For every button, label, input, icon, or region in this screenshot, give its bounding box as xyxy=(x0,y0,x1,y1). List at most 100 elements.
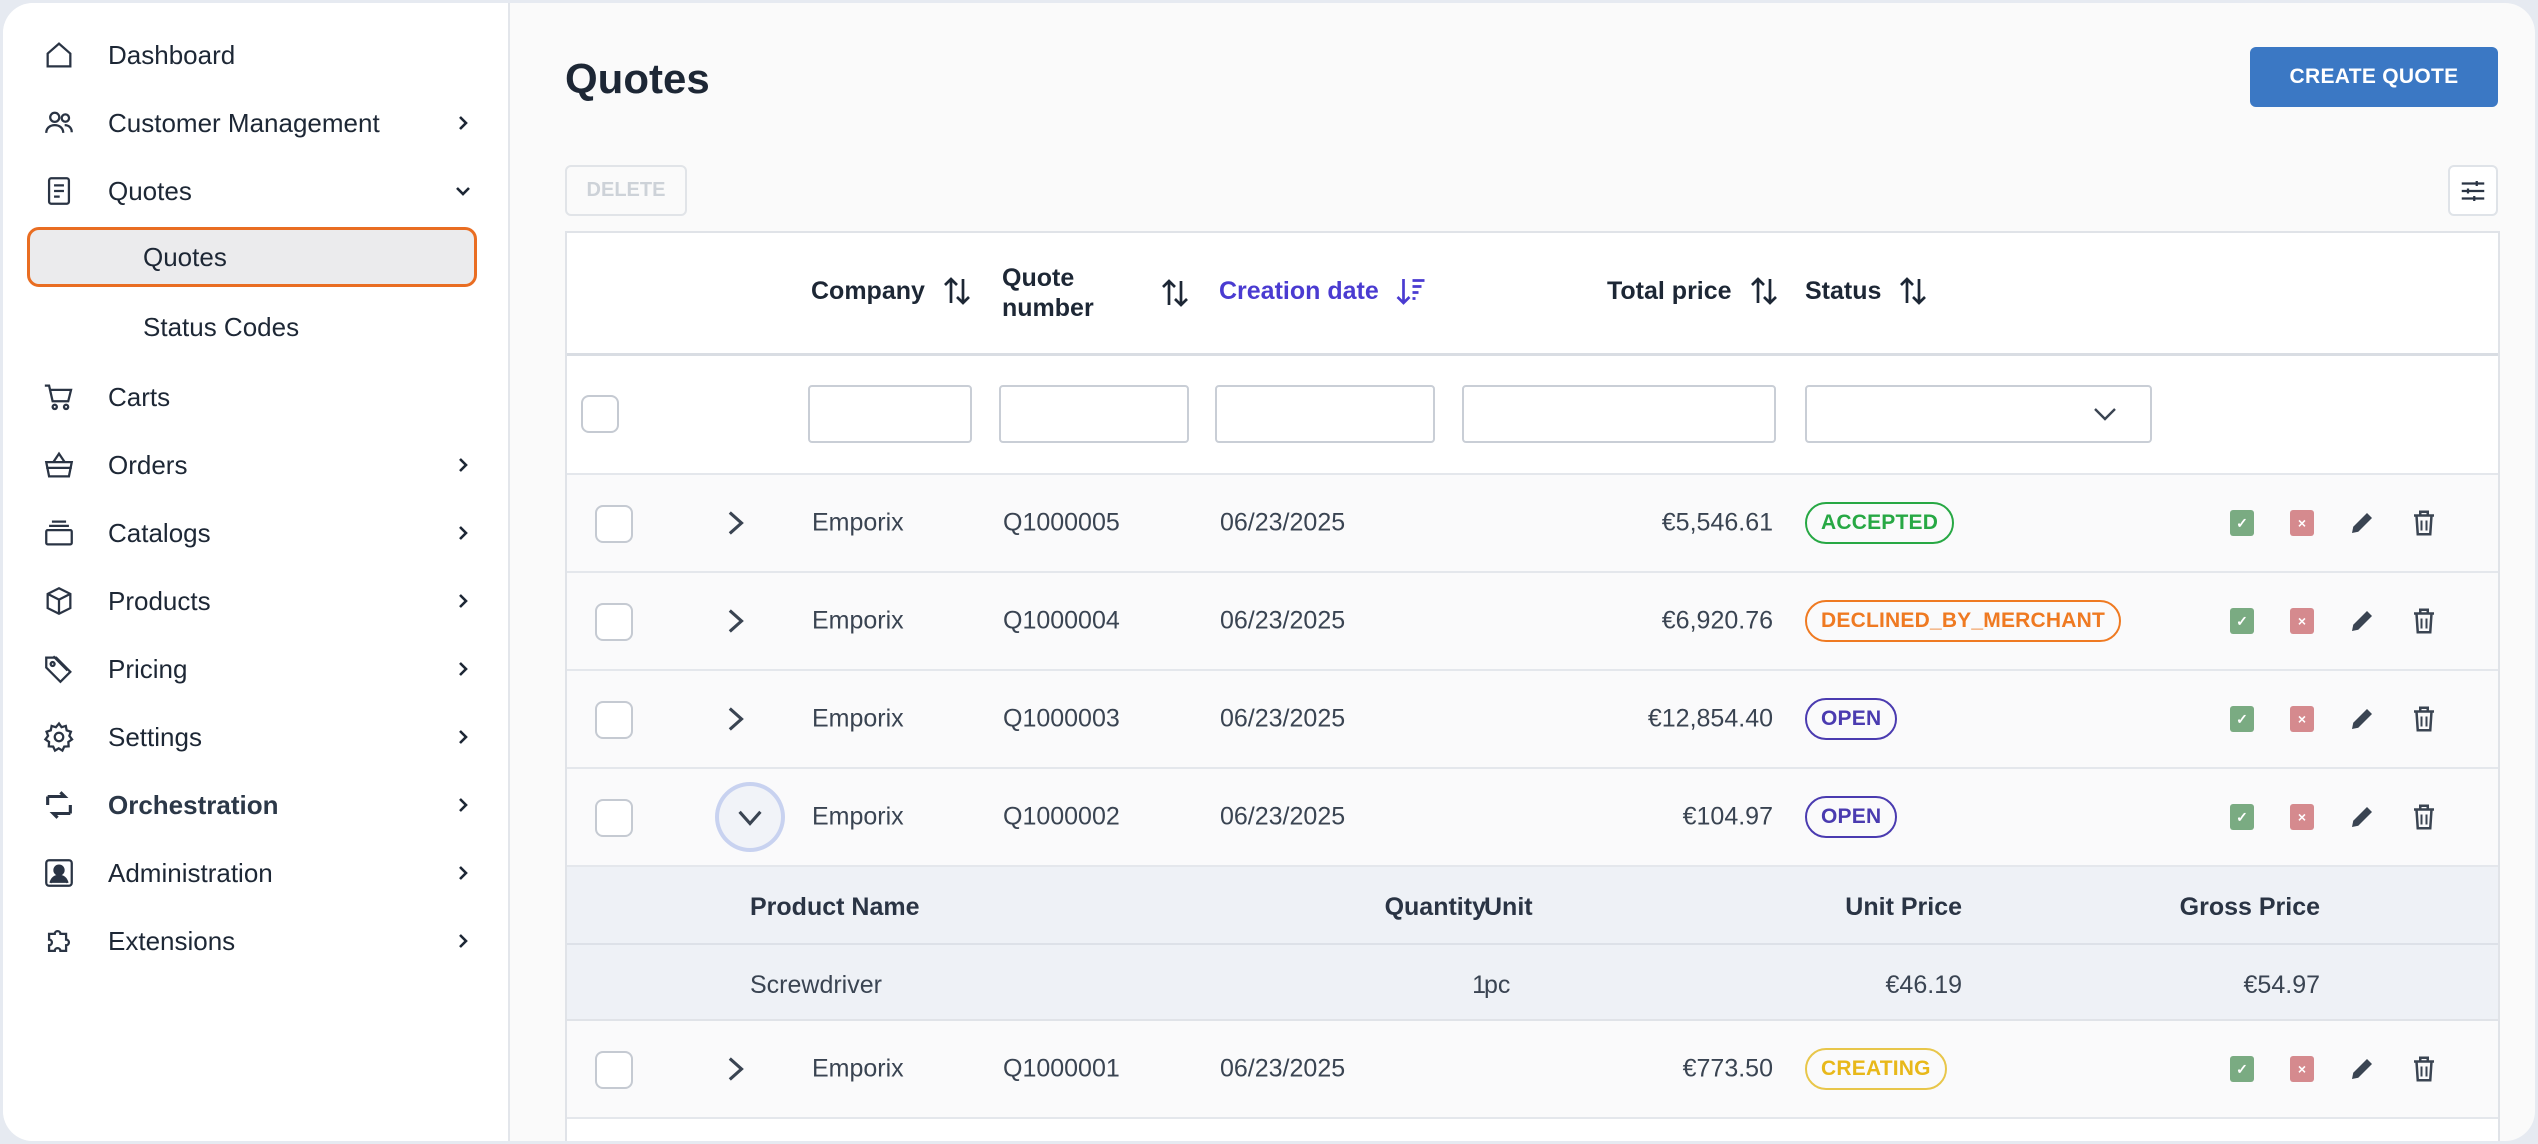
edit-button[interactable] xyxy=(2347,508,2377,538)
column-settings-button[interactable] xyxy=(2448,165,2498,216)
decline-button[interactable]: × xyxy=(2287,606,2317,636)
quote-items-table: Product Name Quantity Unit Unit Price Gr… xyxy=(567,867,2498,1021)
accept-button[interactable]: ✓ xyxy=(2227,802,2257,832)
chevron-right-icon xyxy=(453,659,473,679)
expand-row-button[interactable] xyxy=(715,699,755,739)
sidebar-item-catalogs[interactable]: Catalogs xyxy=(3,503,508,563)
sort-icon[interactable] xyxy=(1746,273,1782,309)
delete-row-button[interactable] xyxy=(2409,606,2439,636)
sidebar-item-extensions[interactable]: Extensions xyxy=(3,911,508,971)
company-filter-input[interactable] xyxy=(808,385,972,443)
check-icon: ✓ xyxy=(2230,804,2254,830)
column-header-unit: Unit xyxy=(1484,893,1533,921)
sort-icon[interactable] xyxy=(1895,273,1931,309)
column-header-total-price[interactable]: Total price xyxy=(1607,273,1782,309)
x-icon: × xyxy=(2290,706,2314,732)
edit-button[interactable] xyxy=(2347,1054,2377,1084)
expand-row-button[interactable] xyxy=(715,503,755,543)
status-badge: ACCEPTED xyxy=(1805,502,1955,544)
collapse-row-button[interactable] xyxy=(719,786,781,848)
delete-row-button[interactable] xyxy=(2409,802,2439,832)
decline-button[interactable]: × xyxy=(2287,802,2317,832)
creation-date-cell: 06/23/2025 xyxy=(1220,1054,1346,1083)
edit-button[interactable] xyxy=(2347,704,2377,734)
sort-descending-icon[interactable] xyxy=(1393,273,1429,309)
column-header-quote-number[interactable]: Quote number xyxy=(1002,264,1094,322)
row-checkbox[interactable] xyxy=(595,799,633,837)
quote-number-filter-input[interactable] xyxy=(999,385,1189,443)
decline-button[interactable]: × xyxy=(2287,1054,2317,1084)
sidebar-item-pricing[interactable]: Pricing xyxy=(3,639,508,699)
sidebar-item-label: Dashboard xyxy=(108,39,236,70)
row-checkbox[interactable] xyxy=(595,701,633,739)
delete-button[interactable]: DELETE xyxy=(565,165,687,216)
expand-row-button[interactable] xyxy=(715,1049,755,1089)
decline-button[interactable]: × xyxy=(2287,508,2317,538)
check-icon: ✓ xyxy=(2230,510,2254,536)
sidebar-subitem-quotes[interactable]: Quotes xyxy=(27,227,477,287)
sidebar-item-customer-management[interactable]: Customer Management xyxy=(3,93,508,153)
expand-row-button[interactable] xyxy=(715,601,755,641)
table-row[interactable]: Emporix Q1000001 06/23/2025 €773.50 CREA… xyxy=(567,1021,2498,1119)
sidebar-item-dashboard[interactable]: Dashboard xyxy=(3,25,508,85)
table-row[interactable]: Emporix Q1000004 06/23/2025 €6,920.76 DE… xyxy=(567,573,2498,671)
total-price-cell: €5,546.61 xyxy=(1661,508,1773,537)
sidebar-item-orders[interactable]: Orders xyxy=(3,435,508,495)
column-header-quantity: Quantity xyxy=(1384,893,1486,921)
column-header-company[interactable]: Company xyxy=(811,273,975,309)
creation-date-filter-input[interactable] xyxy=(1215,385,1435,443)
column-header-unit-price: Unit Price xyxy=(1845,893,1962,921)
accept-button[interactable]: ✓ xyxy=(2227,508,2257,538)
gross-price-cell: €54.97 xyxy=(2243,971,2320,999)
sidebar-subitem-status-codes[interactable]: Status Codes xyxy=(27,297,477,357)
delete-row-button[interactable] xyxy=(2409,704,2439,734)
sidebar-item-administration[interactable]: Administration xyxy=(3,843,508,903)
gear-icon xyxy=(41,719,77,755)
tag-icon xyxy=(41,651,77,687)
pencil-icon xyxy=(2352,1059,2372,1079)
row-checkbox[interactable] xyxy=(595,505,633,543)
admin-icon xyxy=(41,855,77,891)
edit-button[interactable] xyxy=(2347,606,2377,636)
column-header-gross-price: Gross Price xyxy=(2179,893,2320,921)
company-cell: Emporix xyxy=(812,606,904,635)
select-all-checkbox[interactable] xyxy=(581,395,619,433)
trash-icon xyxy=(2414,608,2434,634)
delete-row-button[interactable] xyxy=(2409,508,2439,538)
sidebar-item-quotes[interactable]: Quotes xyxy=(3,161,508,221)
status-badge: CREATING xyxy=(1805,1048,1947,1090)
sidebar-item-products[interactable]: Products xyxy=(3,571,508,631)
accept-button[interactable]: ✓ xyxy=(2227,606,2257,636)
total-price-filter-input[interactable] xyxy=(1462,385,1776,443)
row-checkbox[interactable] xyxy=(595,1051,633,1089)
status-badge: DECLINED_BY_MERCHANT xyxy=(1805,600,2122,642)
decline-button[interactable]: × xyxy=(2287,704,2317,734)
column-header-creation-date[interactable]: Creation date xyxy=(1219,273,1429,309)
table-row-expanded[interactable]: Emporix Q1000002 06/23/2025 €104.97 OPEN… xyxy=(567,769,2498,867)
sidebar-item-carts[interactable]: Carts xyxy=(3,367,508,427)
edit-button[interactable] xyxy=(2347,802,2377,832)
status-filter-select[interactable] xyxy=(1805,385,2152,443)
sidebar-item-orchestration[interactable]: Orchestration xyxy=(3,775,508,835)
stack-icon xyxy=(41,515,77,551)
table-row[interactable]: Emporix Q1000003 06/23/2025 €12,854.40 O… xyxy=(567,671,2498,769)
row-checkbox[interactable] xyxy=(595,603,633,641)
table-row[interactable]: Emporix Q1000005 06/23/2025 €5,546.61 AC… xyxy=(567,475,2498,573)
chevron-right-icon xyxy=(728,511,744,535)
sidebar-item-settings[interactable]: Settings xyxy=(3,707,508,767)
sidebar-item-label: Customer Management xyxy=(108,107,380,138)
column-header-status[interactable]: Status xyxy=(1805,273,1931,309)
sidebar-item-label: Extensions xyxy=(108,925,236,956)
create-quote-button[interactable]: CREATE QUOTE xyxy=(2250,47,2498,107)
pencil-icon xyxy=(2352,513,2372,533)
delete-row-button[interactable] xyxy=(2409,1054,2439,1084)
trash-icon xyxy=(2414,1056,2434,1082)
accept-button[interactable]: ✓ xyxy=(2227,704,2257,734)
sort-icon[interactable] xyxy=(1157,275,1193,311)
sort-icon[interactable] xyxy=(939,273,975,309)
cart-icon xyxy=(41,379,77,415)
chevron-right-icon xyxy=(453,795,473,815)
chevron-down-icon xyxy=(453,181,473,201)
creation-date-cell: 06/23/2025 xyxy=(1220,508,1346,537)
accept-button[interactable]: ✓ xyxy=(2227,1054,2257,1084)
